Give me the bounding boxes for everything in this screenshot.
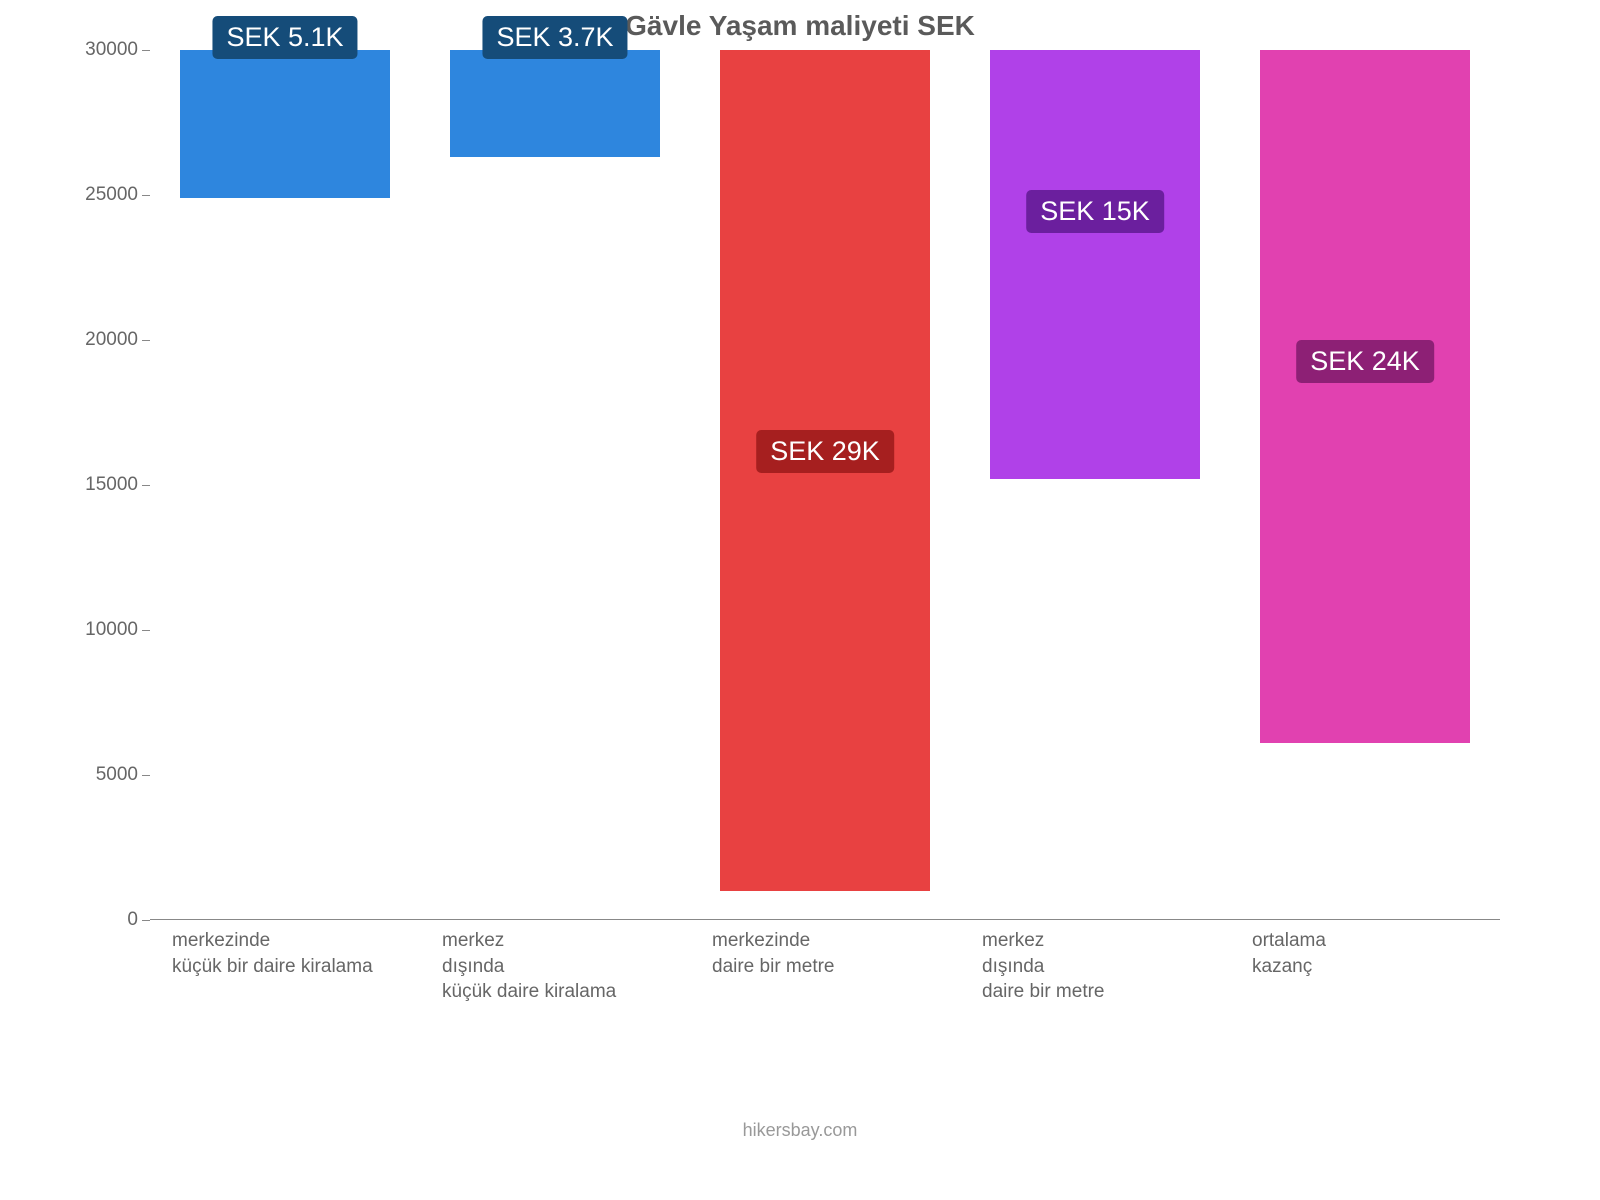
y-tick-label: 5000 xyxy=(96,764,138,786)
y-tick-label: 10000 xyxy=(85,619,138,641)
x-axis-label: merkez dışında küçük daire kiralama xyxy=(420,928,690,1005)
bar-slot: SEK 29K xyxy=(690,50,960,920)
bar-value-badge: SEK 29K xyxy=(756,430,894,473)
bar-slot: SEK 24K xyxy=(1230,50,1500,920)
bar-value-badge: SEK 15K xyxy=(1026,190,1164,233)
y-tick-mark xyxy=(142,50,150,51)
y-tick-mark xyxy=(142,340,150,341)
y-tick-mark xyxy=(142,195,150,196)
x-axis-label: merkezinde küçük bir daire kiralama xyxy=(150,928,420,1005)
bar-value-badge: SEK 24K xyxy=(1296,340,1434,383)
y-tick-mark xyxy=(142,630,150,631)
bar-slot: SEK 5.1K xyxy=(150,50,420,920)
y-tick-label: 20000 xyxy=(85,329,138,351)
plot-area: 050001000015000200002500030000 SEK 5.1KS… xyxy=(150,50,1500,920)
y-tick-label: 0 xyxy=(127,909,138,931)
y-tick-label: 30000 xyxy=(85,39,138,61)
bar-slot: SEK 15K xyxy=(960,50,1230,920)
bar: SEK 15K xyxy=(990,50,1201,479)
bar-value-badge: SEK 3.7K xyxy=(482,16,627,59)
bars-group: SEK 5.1K SEK 3.7K SEK 29K SEK 15K SEK 24K xyxy=(150,50,1500,920)
bar-value-badge: SEK 5.1K xyxy=(212,16,357,59)
x-baseline xyxy=(150,919,1500,920)
bar: SEK 29K xyxy=(720,50,931,891)
y-tick-label: 25000 xyxy=(85,184,138,206)
x-axis-label: merkezinde daire bir metre xyxy=(690,928,960,1005)
bar: SEK 24K xyxy=(1260,50,1471,743)
bar: SEK 5.1K xyxy=(180,50,391,198)
y-tick-mark xyxy=(142,920,150,921)
bar-slot: SEK 3.7K xyxy=(420,50,690,920)
y-tick-mark xyxy=(142,775,150,776)
x-axis-labels: merkezinde küçük bir daire kiralamamerke… xyxy=(150,928,1500,1005)
bar: SEK 3.7K xyxy=(450,50,661,157)
x-axis-label: ortalama kazanç xyxy=(1230,928,1500,1005)
y-tick-label: 15000 xyxy=(85,474,138,496)
x-axis-label: merkez dışında daire bir metre xyxy=(960,928,1230,1005)
y-axis: 050001000015000200002500030000 xyxy=(60,50,150,920)
y-tick-mark xyxy=(142,485,150,486)
attribution-text: hikersbay.com xyxy=(0,1120,1600,1141)
chart-container: Gävle Yaşam maliyeti SEK 050001000015000… xyxy=(60,10,1540,1060)
